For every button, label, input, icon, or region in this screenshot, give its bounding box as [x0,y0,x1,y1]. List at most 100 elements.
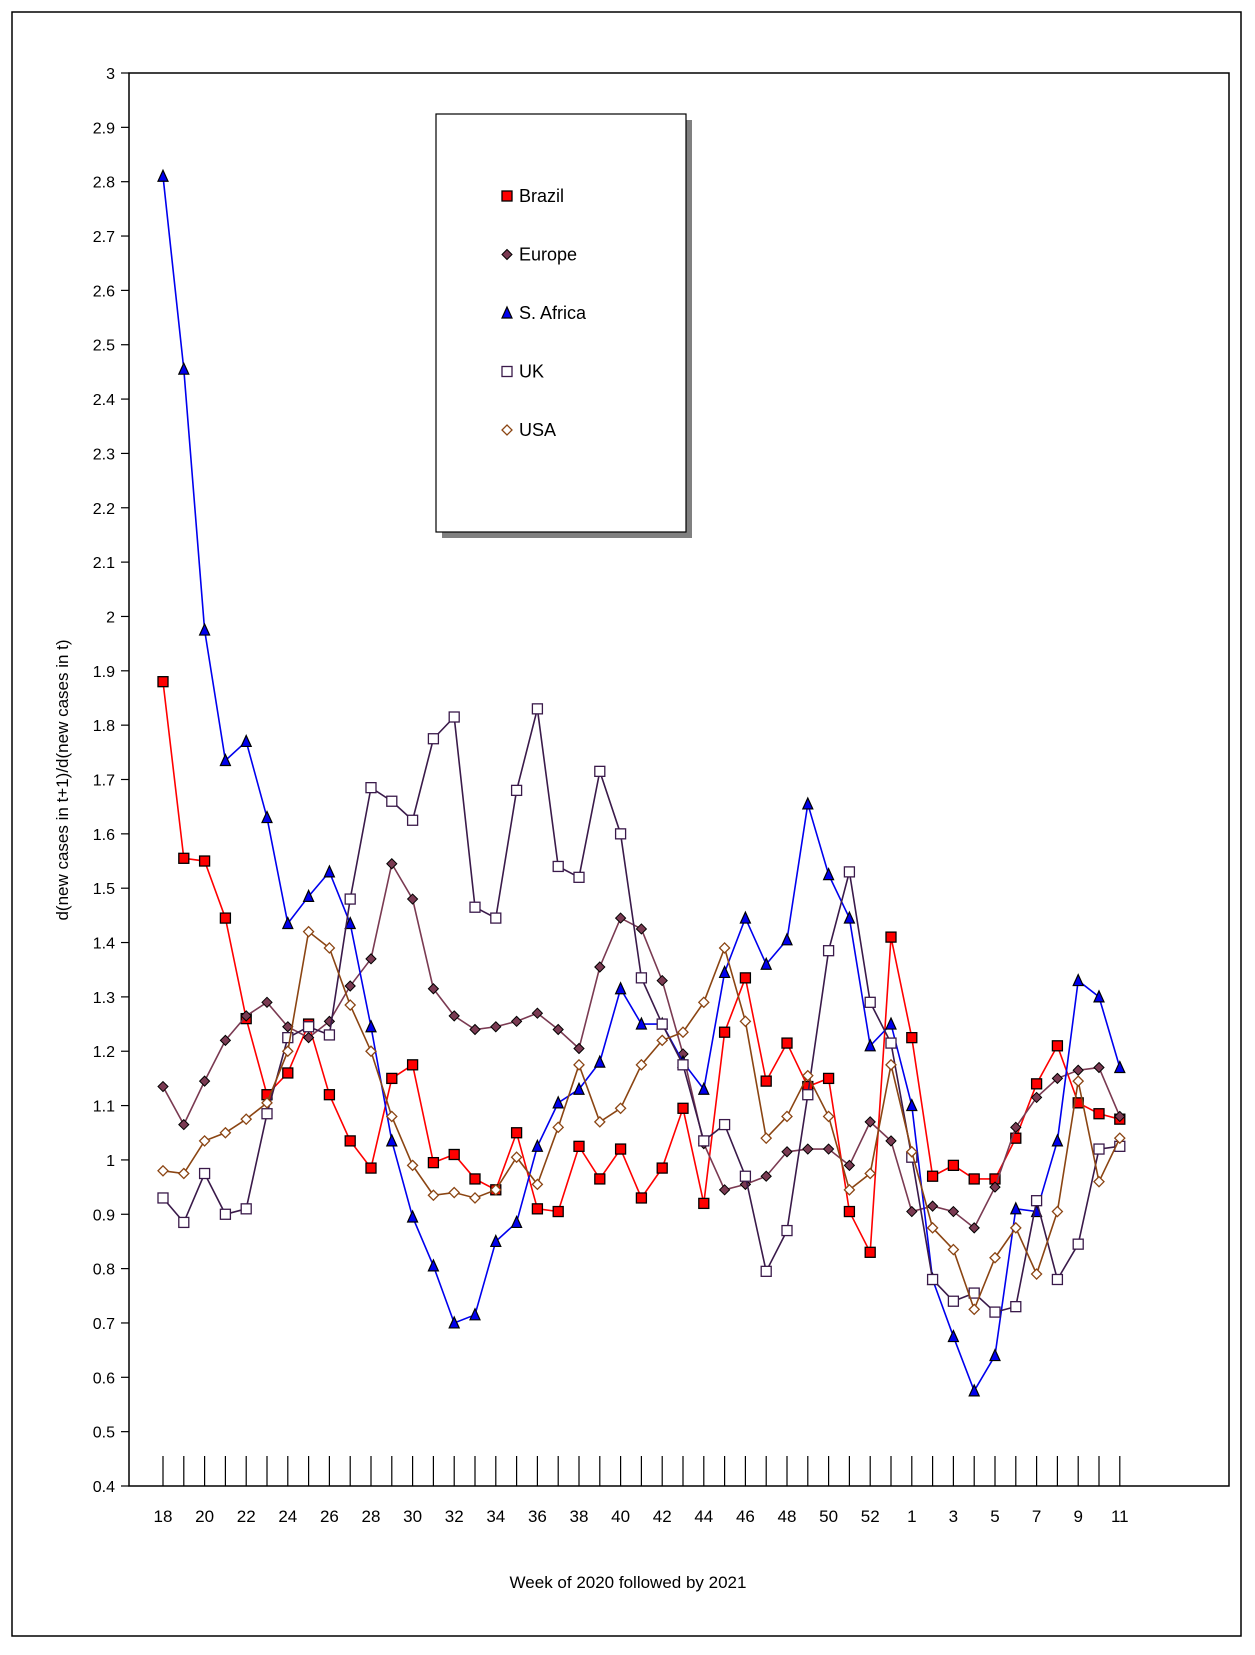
y-tick-label: 1.8 [93,718,115,735]
data-point-usa [448,1186,461,1199]
data-point-s-africa [885,1016,897,1030]
x-tick-label: 48 [778,1507,797,1526]
data-point-europe [469,1023,481,1036]
data-point-s-africa [552,1095,565,1109]
data-point-brazil [1030,1078,1043,1090]
y-tick-label: 2.3 [93,446,115,463]
series-usa [157,925,1126,1316]
data-point-usa [198,1134,211,1147]
x-tick-label: 36 [528,1507,547,1526]
x-tick-label: 30 [403,1507,422,1526]
data-point-brazil [365,1162,377,1174]
data-point-uk [1030,1195,1043,1207]
data-point-usa [406,1159,419,1172]
data-point-usa [219,1126,232,1139]
data-point-s-africa [1113,1060,1126,1074]
data-point-brazil [469,1173,481,1185]
data-point-brazil [1010,1132,1022,1144]
data-point-brazil [448,1148,460,1161]
data-point-s-africa [614,981,627,995]
data-point-usa [697,996,710,1009]
data-point-s-africa [635,1016,648,1030]
data-point-uk [406,814,419,826]
legend-label-brazil: Brazil [519,186,564,206]
data-point-usa [801,1069,814,1082]
data-point-usa [843,1183,856,1196]
data-point-uk [344,893,356,905]
data-point-europe [614,912,627,924]
data-point-brazil [157,676,169,688]
y-tick-label: 3 [106,66,115,83]
data-point-uk [427,733,440,745]
data-point-brazil [531,1203,544,1215]
data-point-s-africa [718,964,731,979]
y-tick-label: 1.9 [93,664,115,681]
data-point-s-africa [302,888,315,902]
data-point-s-africa [781,932,793,946]
data-point-europe [885,1135,897,1147]
data-point-europe [573,1042,585,1055]
y-tick-label: 2.4 [93,392,115,409]
data-point-s-africa [281,916,294,930]
data-point-europe [760,1170,772,1182]
legend-label-europe: Europe [519,245,577,265]
data-point-usa [1072,1075,1085,1088]
x-tick-label: 28 [362,1507,381,1526]
data-point-europe [594,961,606,973]
data-point-uk [1051,1273,1064,1286]
data-point-usa [864,1167,877,1180]
data-point-s-africa [510,1214,523,1229]
y-tick-label: 1.4 [93,936,115,953]
legend-item-brazil: Brazil [501,186,564,206]
x-tick-label: 24 [278,1507,297,1526]
x-axis: 18 20 22 24 26 28 30 32 34 36 38 40 42 44 46 48 50 52 1 3 5 7… [154,1456,1129,1526]
data-point-europe [219,1034,232,1047]
data-point-brazil [198,855,211,867]
data-point-usa [302,925,315,938]
data-point-brazil [552,1205,564,1218]
data-point-s-africa [822,867,835,881]
data-point-s-africa [365,1019,377,1033]
data-point-usa [365,1045,377,1058]
data-point-usa [1009,1221,1022,1234]
data-point-s-africa [219,753,232,767]
data-point-europe [157,1080,169,1093]
legend-label-usa: USA [519,420,556,440]
x-tick-label: 34 [486,1507,505,1526]
legend-item-uk: UK [501,362,544,382]
data-point-brazil [926,1170,939,1182]
data-point-europe [822,1143,835,1155]
data-point-brazil [219,912,232,924]
data-point-s-africa [573,1081,585,1095]
data-point-brazil [594,1173,606,1185]
y-tick-label: 2.2 [93,501,115,518]
y-tick-label: 2.9 [93,120,115,137]
data-point-uk [635,972,648,984]
x-tick-label: 22 [237,1507,256,1526]
x-tick-label: 20 [195,1507,214,1526]
y-tick-label: 1.2 [93,1044,115,1061]
data-point-brazil [1051,1040,1064,1052]
data-point-usa [1113,1132,1126,1145]
data-point-s-africa [261,810,273,824]
data-point-brazil [427,1156,440,1169]
data-point-usa [822,1110,835,1123]
data-point-s-africa [448,1315,461,1329]
data-point-uk [718,1118,731,1131]
data-point-brazil [864,1246,876,1258]
x-tick-label: 40 [611,1507,630,1526]
data-point-s-africa [843,910,856,924]
data-point-usa [552,1121,565,1134]
data-point-brazil [656,1162,668,1174]
x-tick-label: 1 [907,1507,916,1526]
data-point-usa [926,1221,939,1234]
data-point-s-africa [469,1307,481,1321]
data-point-europe [178,1118,190,1131]
data-point-europe [365,953,377,965]
data-point-usa [573,1058,585,1071]
data-point-europe [406,893,419,905]
data-point-s-africa [864,1038,877,1052]
data-point-uk [198,1167,211,1180]
data-point-usa [781,1110,793,1123]
data-point-europe [802,1143,814,1155]
